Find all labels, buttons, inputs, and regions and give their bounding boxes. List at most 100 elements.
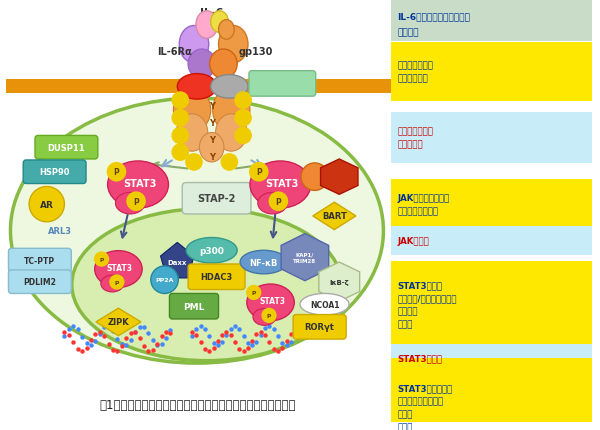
Text: TC-PTP: TC-PTP [25, 256, 55, 265]
Ellipse shape [258, 193, 287, 215]
Ellipse shape [107, 162, 169, 209]
Bar [391, 43, 592, 102]
Bar [391, 113, 592, 163]
Text: P: P [178, 96, 183, 105]
Text: P: P [178, 148, 183, 157]
Ellipse shape [176, 114, 208, 152]
Ellipse shape [72, 209, 342, 361]
Ellipse shape [211, 12, 229, 33]
Text: JAB/SOCS-1: JAB/SOCS-1 [258, 80, 307, 89]
Circle shape [172, 127, 189, 145]
Text: NF-κB: NF-κB [250, 258, 278, 267]
Ellipse shape [211, 75, 248, 99]
FancyBboxPatch shape [23, 160, 86, 184]
Text: AR: AR [40, 200, 54, 209]
Circle shape [126, 192, 146, 212]
Text: HDAC3: HDAC3 [200, 273, 233, 282]
Text: gp130: gp130 [239, 47, 273, 57]
Text: IL-6シグナル伝達系解明と: IL-6シグナル伝達系解明と [397, 12, 470, 21]
Circle shape [262, 308, 277, 323]
Text: NCOA1: NCOA1 [310, 300, 339, 309]
Text: 二量体化: 二量体化 [397, 307, 418, 315]
Text: P: P [178, 114, 183, 123]
Text: ど抗体医薬: ど抗体医薬 [397, 140, 423, 149]
Text: P: P [240, 132, 246, 141]
Circle shape [269, 192, 288, 212]
Ellipse shape [212, 89, 250, 133]
Text: Y: Y [209, 152, 215, 161]
Text: Tyk2: Tyk2 [184, 82, 211, 92]
Ellipse shape [186, 238, 237, 264]
Circle shape [109, 275, 125, 290]
Text: チロシン/セリンリン酸化: チロシン/セリンリン酸化 [397, 294, 457, 303]
Ellipse shape [218, 21, 234, 40]
Circle shape [172, 110, 189, 127]
Polygon shape [161, 243, 194, 278]
Text: JAKキナーゼ活性化: JAKキナーゼ活性化 [397, 194, 449, 203]
Polygon shape [313, 203, 356, 230]
Circle shape [246, 285, 262, 301]
Circle shape [249, 163, 269, 182]
Circle shape [234, 110, 252, 127]
Bar [391, 358, 592, 430]
FancyBboxPatch shape [182, 183, 251, 215]
Text: P: P [113, 168, 119, 177]
Text: PML: PML [184, 302, 205, 311]
Text: 核貯留: 核貯留 [397, 409, 413, 418]
Circle shape [220, 154, 238, 172]
Text: Y14: Y14 [307, 173, 323, 182]
Text: p300: p300 [199, 246, 224, 255]
Circle shape [172, 144, 189, 162]
Text: 核排出: 核排出 [397, 422, 413, 430]
Circle shape [234, 127, 252, 145]
Text: P: P [240, 96, 246, 105]
Circle shape [94, 252, 109, 267]
Polygon shape [319, 262, 359, 301]
Text: リガンド結合: リガンド結合 [397, 74, 428, 83]
Text: 創薬標的: 創薬標的 [397, 28, 419, 37]
Text: Jak1,2: Jak1,2 [214, 83, 245, 92]
Text: チロシンリン酸化: チロシンリン酸化 [397, 206, 438, 215]
Text: BART: BART [322, 212, 347, 221]
Ellipse shape [199, 133, 224, 163]
Text: STAT3転写活性化: STAT3転写活性化 [397, 384, 452, 393]
Text: P: P [256, 168, 262, 177]
Text: STAT3: STAT3 [107, 263, 133, 272]
Ellipse shape [115, 193, 145, 215]
Ellipse shape [188, 50, 215, 79]
Text: HSP90: HSP90 [40, 168, 70, 177]
Ellipse shape [95, 251, 142, 288]
FancyBboxPatch shape [169, 294, 218, 319]
Polygon shape [320, 160, 358, 195]
Bar [391, 344, 592, 373]
Ellipse shape [215, 114, 247, 152]
Polygon shape [281, 234, 329, 281]
Text: ZIPK: ZIPK [107, 318, 129, 327]
Circle shape [151, 266, 178, 294]
Ellipse shape [218, 26, 248, 64]
Text: P: P [226, 158, 232, 167]
Ellipse shape [101, 276, 124, 292]
Text: P: P [251, 290, 256, 295]
Text: IL-6: IL-6 [200, 8, 223, 18]
Circle shape [301, 163, 328, 191]
Ellipse shape [250, 162, 311, 209]
FancyBboxPatch shape [8, 270, 71, 294]
Text: Y: Y [209, 119, 215, 128]
Text: RORγt: RORγt [305, 322, 335, 332]
Text: 核移行: 核移行 [397, 319, 413, 328]
Text: STAT3: STAT3 [266, 178, 299, 188]
Text: P: P [191, 158, 197, 167]
FancyBboxPatch shape [35, 136, 98, 160]
Bar [391, 261, 592, 347]
Text: P: P [115, 280, 119, 285]
Bar [391, 0, 592, 42]
Ellipse shape [179, 26, 209, 64]
Text: 図1　ＩＬ－６レセプター下流シグナル伝達分子群と創薬標的: 図1 ＩＬ－６レセプター下流シグナル伝達分子群と創薬標的 [100, 398, 296, 411]
Text: P: P [133, 197, 139, 206]
Ellipse shape [300, 294, 349, 315]
FancyBboxPatch shape [188, 264, 245, 290]
Text: トシリズマブな: トシリズマブな [397, 127, 433, 136]
FancyBboxPatch shape [8, 249, 71, 272]
Text: STAT3阻害剤: STAT3阻害剤 [397, 354, 442, 363]
